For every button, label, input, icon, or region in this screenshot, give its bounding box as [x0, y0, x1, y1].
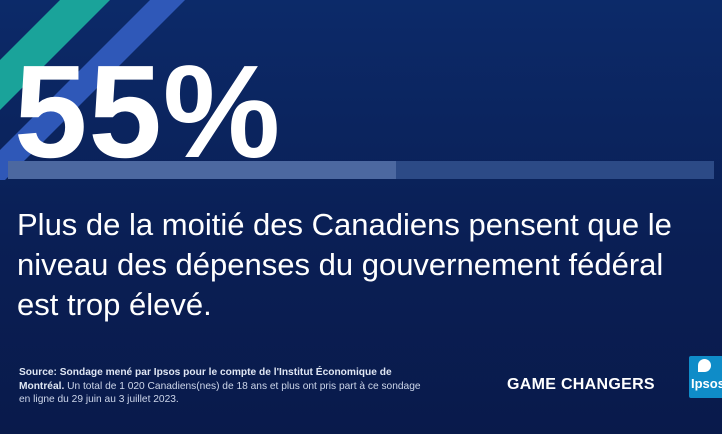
- progress-bar-fill: [8, 161, 397, 179]
- source-note-bold: Source: Sondage mené par Ipsos pour le c…: [19, 367, 392, 392]
- source-note-text: Un total de 1 020 Canadiens(nes) de 18 a…: [19, 380, 421, 406]
- teal-stripe: [0, 0, 110, 110]
- progress-bar: [8, 161, 714, 179]
- ipsos-logo: Ipsos: [689, 356, 722, 398]
- ipsos-logo-text: Ipsos: [691, 376, 722, 391]
- decorative-stripes: [0, 0, 185, 180]
- source-note: Source: Sondage mené par Ipsos pour le c…: [19, 366, 429, 407]
- tagline: GAME CHANGERS: [507, 376, 655, 393]
- ipsos-logo-icon: [698, 359, 711, 372]
- blue-stripe: [0, 0, 185, 180]
- stat-percentage: 55%: [14, 38, 282, 185]
- headline: Plus de la moitié des Canadiens pensent …: [17, 207, 672, 322]
